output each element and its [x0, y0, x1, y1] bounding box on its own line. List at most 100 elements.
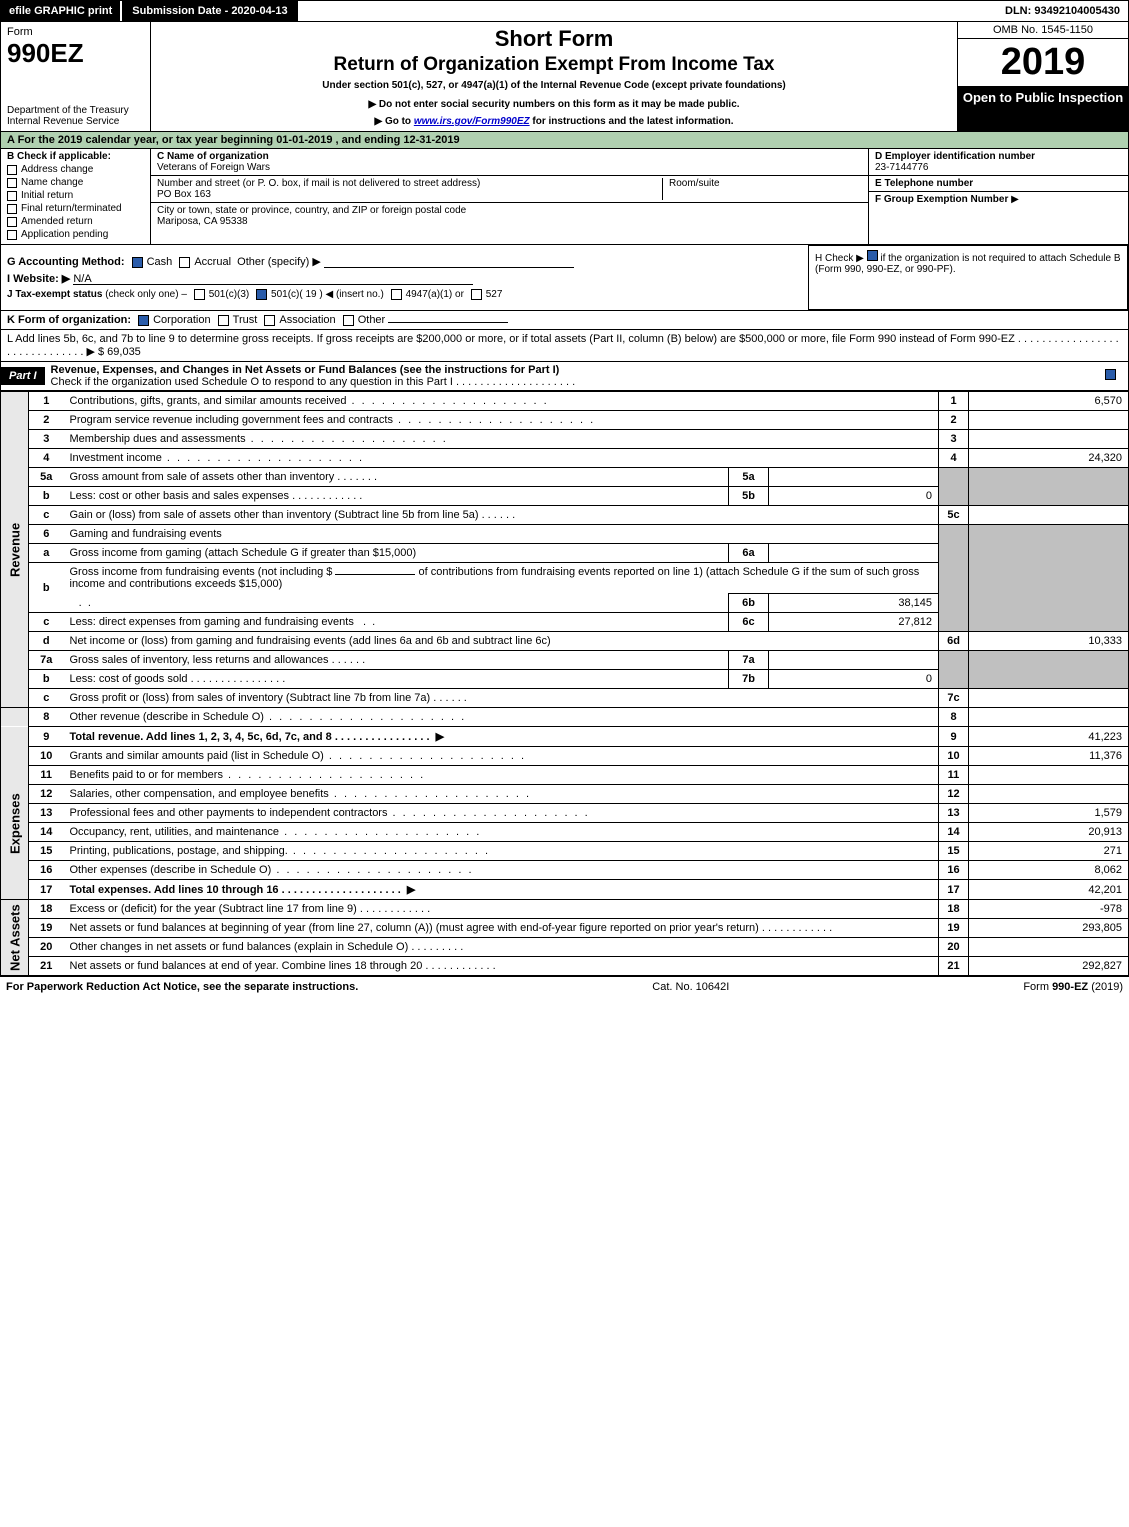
line-num: 13	[29, 804, 64, 823]
net-assets-side-label: Net Assets	[1, 900, 29, 976]
chk-527[interactable]	[471, 289, 482, 300]
inner-amount	[769, 651, 939, 670]
chk-other-org[interactable]	[343, 315, 354, 326]
line-10: Expenses 10 Grants and similar amounts p…	[1, 747, 1129, 766]
chk-501c[interactable]	[256, 289, 267, 300]
line-num: d	[29, 632, 64, 651]
line-desc: Total revenue. Add lines 1, 2, 3, 4, 5c,…	[64, 727, 939, 747]
line-desc: Membership dues and assessments	[64, 430, 939, 449]
inner-idx: 6b	[729, 594, 769, 613]
line-amount: 42,201	[969, 880, 1129, 900]
chk-accrual[interactable]	[179, 257, 190, 268]
org-name-label: C Name of organization	[157, 151, 269, 162]
chk-corporation[interactable]	[138, 315, 149, 326]
line-num: 8	[29, 708, 64, 727]
line-desc: Gross income from gaming (attach Schedul…	[64, 544, 729, 563]
street-value: PO Box 163	[157, 189, 211, 200]
chk-name-change[interactable]: Name change	[7, 177, 144, 188]
line-idx: 15	[939, 842, 969, 861]
form-version: Form 990-EZ (2019)	[1023, 981, 1123, 993]
line-idx: 18	[939, 900, 969, 919]
h-text1: H Check ▶	[815, 253, 867, 264]
street-label: Number and street (or P. O. box, if mail…	[157, 178, 480, 189]
chk-amended-return[interactable]: Amended return	[7, 216, 144, 227]
accrual-label: Accrual	[194, 256, 231, 268]
section-i: I Website: ▶ N/A	[7, 272, 802, 285]
line-num: 20	[29, 938, 64, 957]
room-suite: Room/suite	[662, 178, 862, 200]
section-h: H Check ▶ if the organization is not req…	[808, 245, 1128, 310]
line-8: 8 Other revenue (describe in Schedule O)…	[1, 708, 1129, 727]
part1-check-note: Check if the organization used Schedule …	[51, 376, 453, 388]
accounting-method-label: G Accounting Method:	[7, 256, 125, 268]
chk-cash[interactable]	[132, 257, 143, 268]
inner-amount: 27,812	[769, 613, 939, 632]
line-amount: 8,062	[969, 861, 1129, 880]
inner-amount	[769, 544, 939, 563]
chk-schedule-b[interactable]	[867, 250, 878, 261]
chk-501c3[interactable]	[194, 289, 205, 300]
line-14: 14 Occupancy, rent, utilities, and maint…	[1, 823, 1129, 842]
line-desc: Salaries, other compensation, and employ…	[64, 785, 939, 804]
arrow-icon: ▶	[1011, 194, 1019, 205]
chk-application-pending[interactable]: Application pending	[7, 229, 144, 240]
revenue-side-label: Revenue	[1, 392, 29, 708]
line-idx: 9	[939, 727, 969, 747]
chk-address-change[interactable]: Address change	[7, 164, 144, 175]
line-num: 12	[29, 785, 64, 804]
line-18: Net Assets 18 Excess or (deficit) for th…	[1, 900, 1129, 919]
line-11: 11 Benefits paid to or for members 11	[1, 766, 1129, 785]
line-amount: 24,320	[969, 449, 1129, 468]
header-left: Form 990EZ Department of the Treasury In…	[1, 22, 151, 131]
instructions-note: ▶ Go to www.irs.gov/Form990EZ for instru…	[159, 116, 949, 127]
chk-final-return[interactable]: Final return/terminated	[7, 203, 144, 214]
line-desc: Total expenses. Add lines 10 through 16 …	[64, 880, 939, 900]
other-input[interactable]	[324, 256, 574, 268]
line-desc: Benefits paid to or for members	[64, 766, 939, 785]
main-title: Return of Organization Exempt From Incom…	[159, 54, 949, 76]
line-num: 14	[29, 823, 64, 842]
chk-association[interactable]	[264, 315, 275, 326]
line-desc: Net assets or fund balances at end of ye…	[64, 957, 939, 976]
ssn-warning: ▶ Do not enter social security numbers o…	[159, 99, 949, 110]
line-num: 21	[29, 957, 64, 976]
line-idx: 20	[939, 938, 969, 957]
chk-label: Name change	[21, 177, 83, 188]
tax-exempt-label: J Tax-exempt status	[7, 289, 102, 300]
line-num: 15	[29, 842, 64, 861]
line-num: c	[29, 613, 64, 632]
h-text3: (Form 990, 990-EZ, or 990-PF).	[815, 264, 956, 275]
chk-label: Initial return	[21, 190, 73, 201]
checkbox-checked-icon[interactable]	[1105, 369, 1116, 380]
cat-no: Cat. No. 10642I	[358, 981, 1023, 993]
chk-4947[interactable]	[391, 289, 402, 300]
inner-idx: 5b	[729, 487, 769, 506]
line-amount: 11,376	[969, 747, 1129, 766]
note2-prefix: ▶ Go to	[374, 116, 413, 127]
short-form-title: Short Form	[159, 26, 949, 52]
chk-trust[interactable]	[218, 315, 229, 326]
other-org-input[interactable]	[388, 322, 508, 323]
line-6d: d Net income or (loss) from gaming and f…	[1, 632, 1129, 651]
irs-link[interactable]: www.irs.gov/Form990EZ	[414, 116, 530, 127]
line-idx: 1	[939, 392, 969, 411]
chk-initial-return[interactable]: Initial return	[7, 190, 144, 201]
line-num: 19	[29, 919, 64, 938]
efile-print-button[interactable]: efile GRAPHIC print	[1, 1, 120, 21]
top-bar: efile GRAPHIC print Submission Date - 20…	[0, 0, 1129, 22]
line-desc: Gross profit or (loss) from sales of inv…	[64, 689, 939, 708]
line-desc: Gross amount from sale of assets other t…	[64, 468, 729, 487]
form-org-label: K Form of organization:	[7, 314, 131, 326]
checkbox-icon	[7, 165, 17, 175]
line-idx: 4	[939, 449, 969, 468]
line-amount: 10,333	[969, 632, 1129, 651]
line-amount: 293,805	[969, 919, 1129, 938]
line-15: 15 Printing, publications, postage, and …	[1, 842, 1129, 861]
part1-title-text: Revenue, Expenses, and Changes in Net As…	[51, 364, 560, 376]
line-amount	[969, 506, 1129, 525]
line-desc: Less: cost of goods sold . . . . . . . .…	[64, 670, 729, 689]
line-desc: Grants and similar amounts paid (list in…	[64, 747, 939, 766]
part1-check	[1105, 369, 1128, 383]
org-name: Veterans of Foreign Wars	[157, 162, 270, 173]
line-2: 2 Program service revenue including gove…	[1, 411, 1129, 430]
